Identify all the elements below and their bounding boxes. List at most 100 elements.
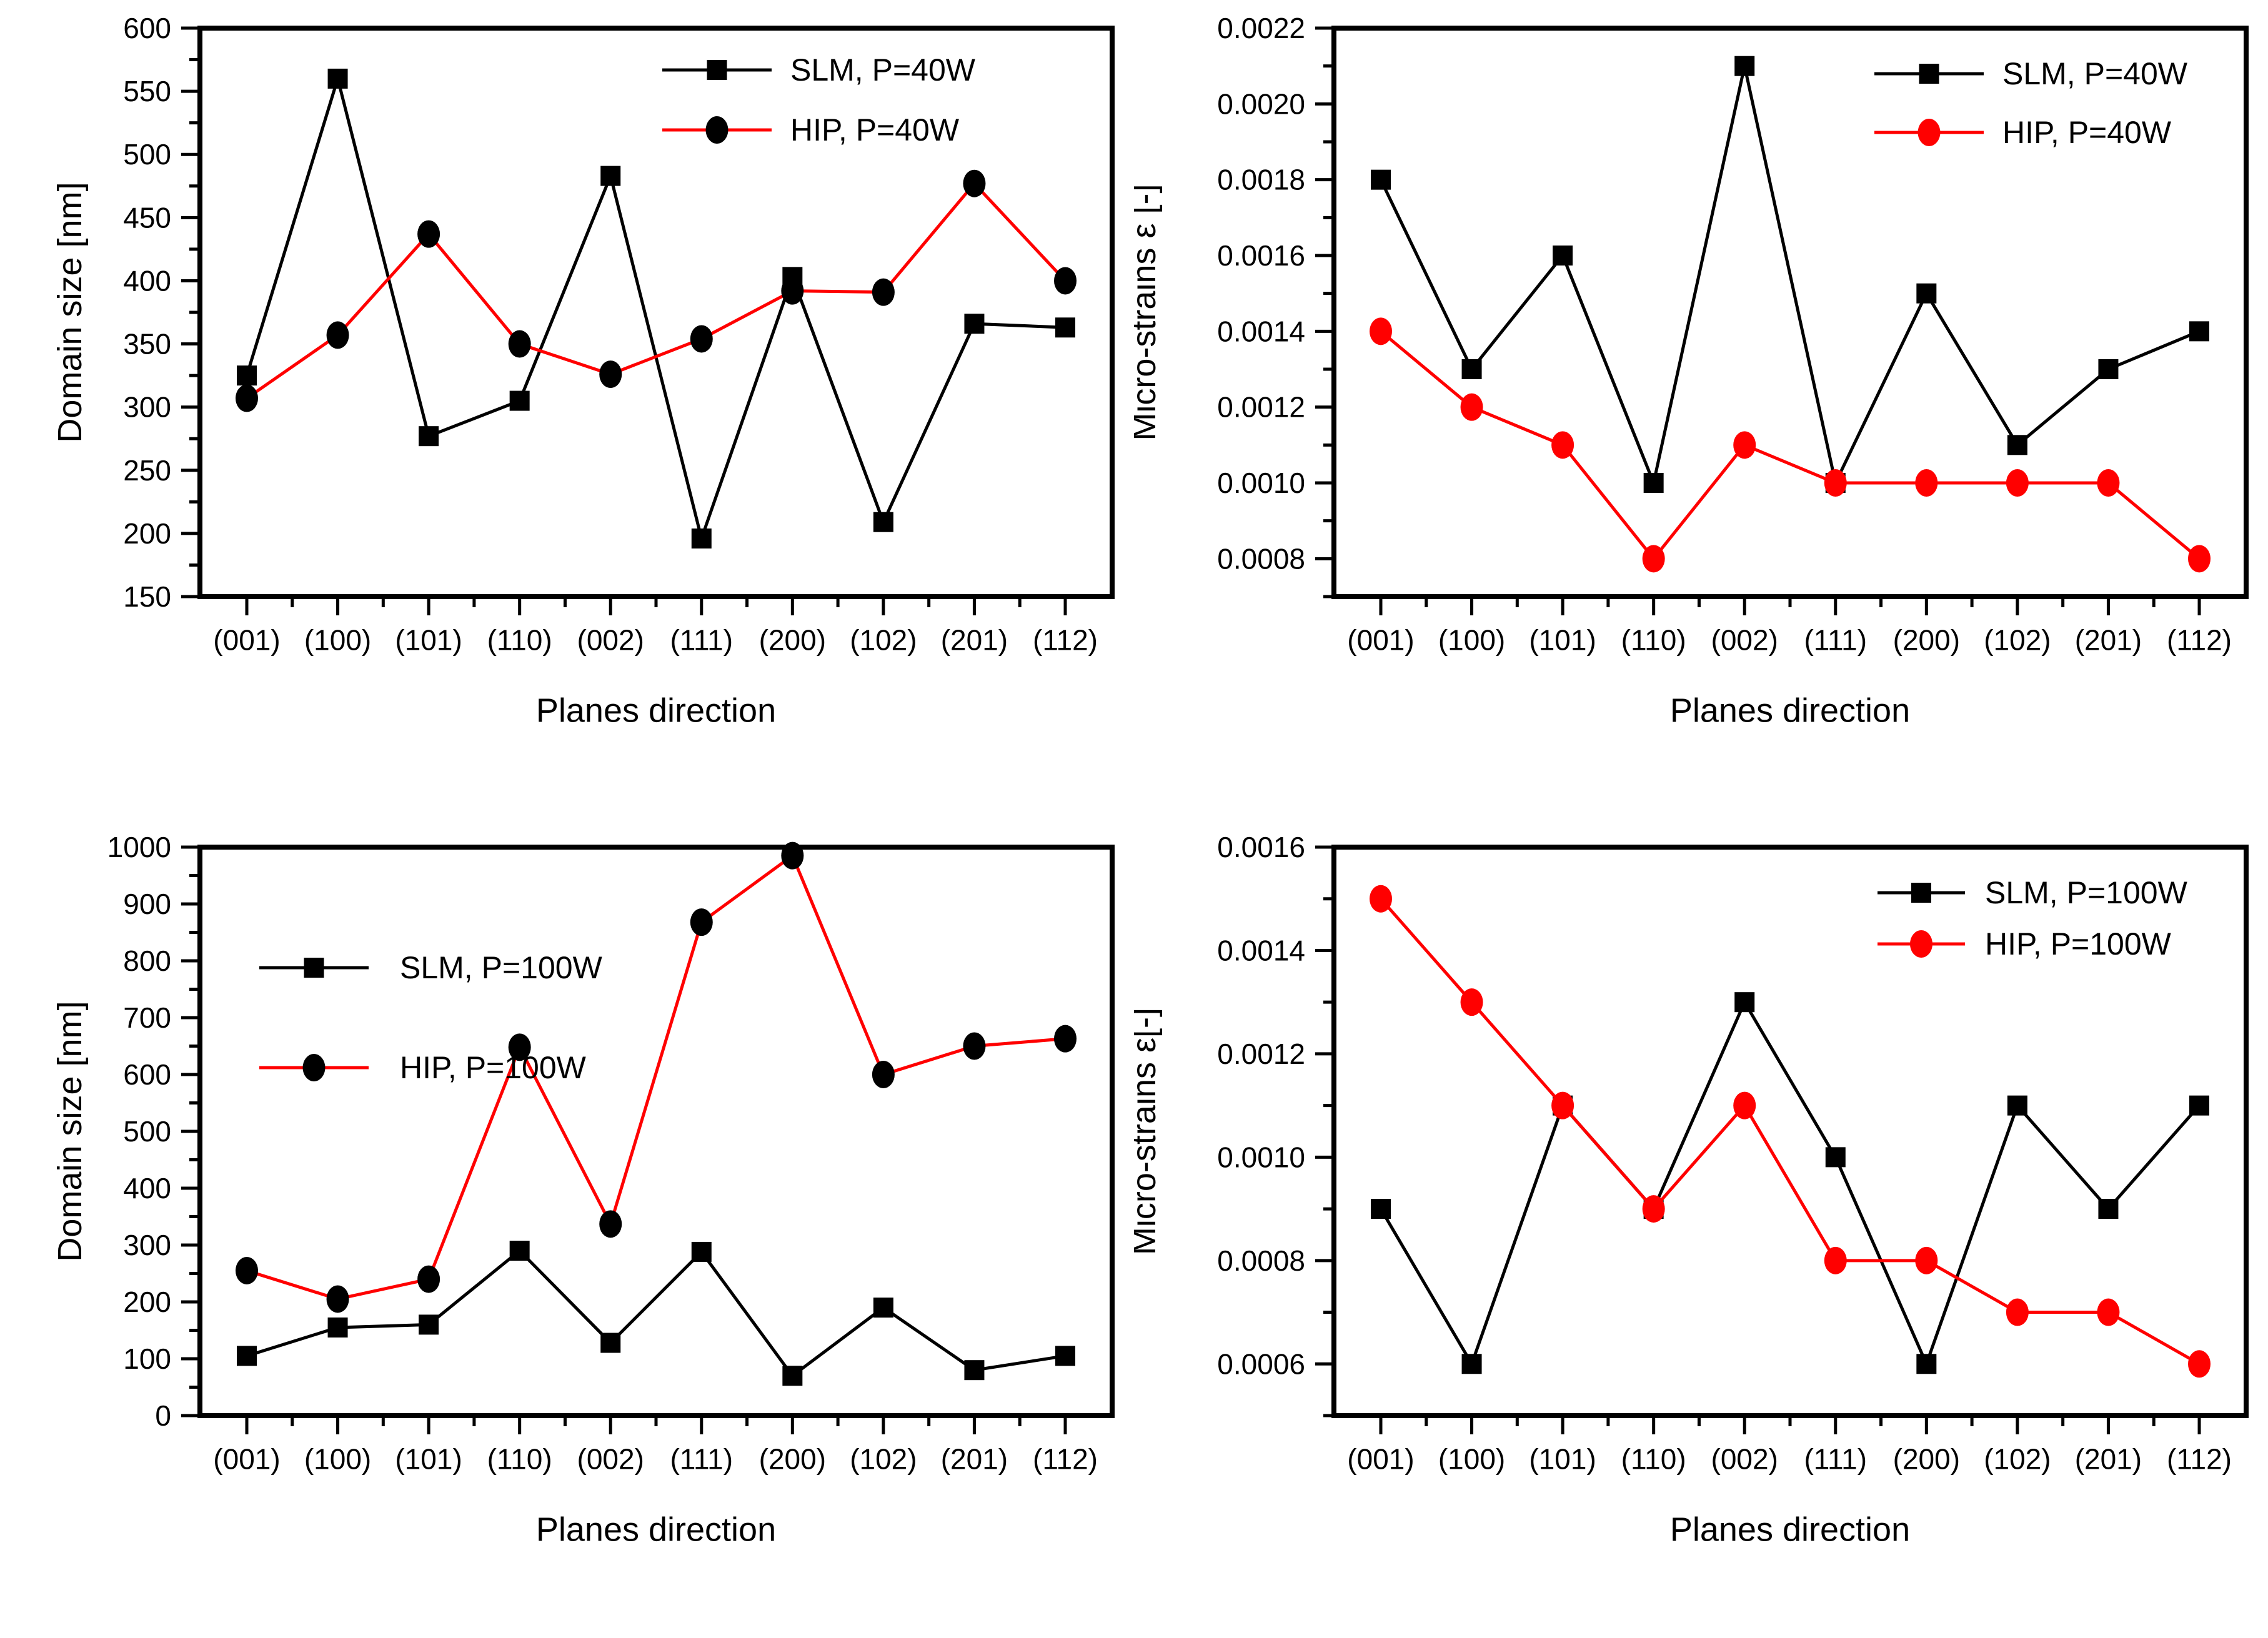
- y-tick-label: 300: [123, 1229, 171, 1261]
- legend-circle-marker-icon: [1917, 119, 1941, 146]
- data-point: [509, 1241, 530, 1261]
- data-point: [419, 426, 439, 447]
- data-point: [872, 278, 895, 306]
- y-axis-title: Micro-strains ε [-]: [1134, 184, 1163, 440]
- data-point: [1460, 988, 1483, 1016]
- y-tick-label: 450: [123, 201, 171, 234]
- series-line: [246, 181, 1067, 400]
- legend-label: SLM, P=40W: [2002, 56, 2188, 91]
- data-point: [419, 1314, 439, 1335]
- data-point: [417, 220, 440, 248]
- data-point: [1461, 359, 1482, 379]
- legend-square-marker-icon: [707, 60, 727, 80]
- data-point: [1370, 885, 1392, 913]
- x-tick-label: (111): [1804, 624, 1867, 657]
- y-tick-label: 150: [123, 580, 171, 613]
- data-point: [327, 68, 348, 89]
- y-tick-label: 600: [123, 12, 171, 44]
- y-tick-label: 500: [123, 138, 171, 171]
- data-point: [1371, 1199, 1391, 1219]
- data-point: [1461, 1354, 1482, 1374]
- data-point: [2097, 1298, 2120, 1326]
- data-point: [691, 1241, 712, 1262]
- series-line: [1380, 330, 2201, 562]
- x-tick-label: (102): [1984, 624, 2051, 657]
- data-point: [417, 1265, 440, 1293]
- series-line: [1380, 898, 2201, 1366]
- x-tick-label: (001): [213, 624, 280, 657]
- data-point: [1460, 393, 1483, 421]
- y-tick-label: 350: [123, 328, 171, 360]
- plot-frame: [1331, 845, 2249, 1418]
- y-tick-label: 900: [123, 888, 171, 920]
- legend-item: HIP, P=40W: [662, 112, 960, 147]
- y-tick-label: 0.0016: [1217, 239, 1305, 272]
- data-point: [2188, 545, 2211, 573]
- x-tick-label: (101): [1529, 1443, 1596, 1476]
- x-tick-label: (100): [1438, 1443, 1505, 1476]
- y-tick-label: 0.0022: [1217, 12, 1305, 44]
- x-tick-label: (002): [1711, 1443, 1778, 1476]
- data-point: [964, 314, 985, 334]
- series-line: [245, 72, 1066, 544]
- data-point: [1824, 469, 1847, 497]
- x-tick-label: (200): [759, 624, 826, 657]
- data-point: [2006, 469, 2029, 497]
- legend-label: SLM, P=100W: [400, 950, 603, 985]
- y-tick-label: 1000: [107, 831, 171, 863]
- x-axis-title: Planes direction: [1670, 1511, 1910, 1548]
- x-tick-label: (112): [1033, 1443, 1098, 1476]
- x-tick-label: (100): [1438, 624, 1505, 657]
- x-axis: (001) (100) (101) (110) (002) (111) (200) (102)…: [1347, 597, 2232, 657]
- y-tick-label: 0.0012: [1217, 1038, 1305, 1070]
- data-point: [2006, 1298, 2029, 1326]
- data-point: [2007, 435, 2027, 455]
- y-tick-label: 100: [123, 1343, 171, 1375]
- x-tick-label: (001): [213, 1443, 280, 1476]
- data-point: [1055, 317, 1075, 338]
- x-axis: (001) (100) (101) (110) (002) (111) (200) (102)…: [213, 1416, 1098, 1476]
- data-point: [600, 1333, 621, 1353]
- data-point: [964, 1360, 985, 1381]
- x-axis-title: Planes direction: [536, 692, 776, 729]
- x-tick-label: (110): [487, 624, 552, 657]
- data-point: [2189, 321, 2209, 342]
- x-tick-label: (102): [850, 624, 917, 657]
- y-tick-label: 400: [123, 1172, 171, 1204]
- data-point: [1824, 1246, 1847, 1274]
- data-point: [2189, 1095, 2209, 1116]
- legend-label: HIP, P=40W: [2002, 115, 2172, 150]
- series: [237, 1241, 1075, 1386]
- data-point: [508, 1033, 531, 1061]
- y-tick-label: 0: [155, 1399, 171, 1432]
- data-point: [782, 1366, 803, 1386]
- data-point: [691, 528, 712, 548]
- panel-bottom-right: 0.0006 0.0008 0.0010 0.0012 0.0014 0.0016 (001…: [1134, 819, 2268, 1638]
- x-tick-label: (100): [304, 1443, 371, 1476]
- x-tick-label: (201): [2075, 1443, 2142, 1476]
- data-point: [872, 1061, 895, 1088]
- data-point: [1825, 1147, 1846, 1168]
- x-tick-label: (002): [577, 1443, 644, 1476]
- legend: SLM, P=40W HIP, P=40W: [1874, 56, 2188, 150]
- x-tick-label: (201): [2075, 624, 2142, 657]
- data-point: [509, 390, 530, 411]
- legend-square-marker-icon: [1919, 64, 1939, 84]
- x-tick-label: (002): [1711, 624, 1778, 657]
- y-axis: 0 100 200 300 400 500 600 700 800 900 1000: [107, 831, 200, 1432]
- y-tick-label: 300: [123, 391, 171, 424]
- data-point: [326, 1285, 349, 1313]
- data-point: [2098, 359, 2119, 379]
- data-point: [508, 330, 531, 358]
- y-tick-label: 0.0012: [1217, 391, 1305, 424]
- series: [1370, 885, 2211, 1378]
- data-point: [326, 321, 349, 349]
- legend-item: HIP, P=40W: [1874, 115, 2172, 150]
- chart-micro-strains-p100w: 0.0006 0.0008 0.0010 0.0012 0.0014 0.0016 (001…: [1134, 831, 2249, 1548]
- y-tick-label: 250: [123, 454, 171, 487]
- data-point: [1733, 431, 1756, 459]
- data-point: [963, 1032, 986, 1060]
- series-line: [246, 1248, 1066, 1378]
- x-tick-label: (101): [395, 624, 462, 657]
- legend-circle-marker-icon: [302, 1054, 326, 1081]
